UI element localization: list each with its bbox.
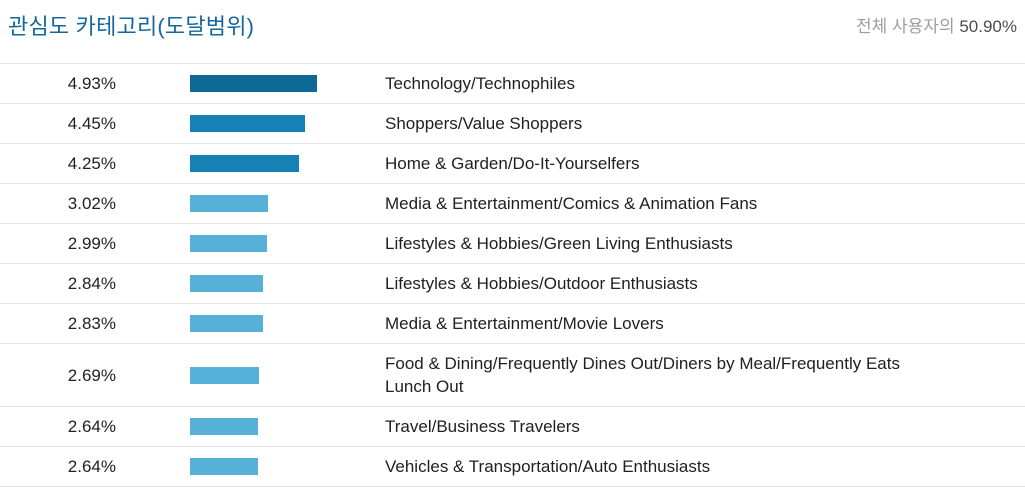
bar-track xyxy=(190,458,317,475)
bar-track xyxy=(190,115,317,132)
row-label: Food & Dining/Frequently Dines Out/Diner… xyxy=(385,354,900,396)
row-percent: 4.45% xyxy=(67,114,116,133)
table-row: 2.69% Food & Dining/Frequently Dines Out… xyxy=(0,344,1025,407)
table-row: 4.45% Shoppers/Value Shoppers xyxy=(0,104,1025,144)
row-percent: 4.93% xyxy=(67,74,116,93)
bar-track xyxy=(190,275,317,292)
bar xyxy=(190,418,258,435)
table-row: 4.25% Home & Garden/Do-It-Yourselfers xyxy=(0,144,1025,184)
row-percent: 4.25% xyxy=(67,154,116,173)
row-percent: 2.64% xyxy=(67,417,116,436)
report-header: 관심도 카테고리(도달범위) 전체 사용자의 50.90% xyxy=(0,0,1025,42)
row-label: Lifestyles & Hobbies/Outdoor Enthusiasts xyxy=(385,274,698,293)
row-label: Travel/Business Travelers xyxy=(385,417,580,436)
table-row: 3.02% Media & Entertainment/Comics & Ani… xyxy=(0,184,1025,224)
bar xyxy=(190,115,305,132)
table-row: 2.83% Media & Entertainment/Movie Lovers xyxy=(0,304,1025,344)
row-label: Media & Entertainment/Movie Lovers xyxy=(385,314,664,333)
reach-value: 50.90% xyxy=(959,17,1017,36)
bar xyxy=(190,275,264,292)
row-percent: 2.69% xyxy=(67,365,116,385)
row-label: Shoppers/Value Shoppers xyxy=(385,114,583,133)
bar xyxy=(190,195,268,212)
bar xyxy=(190,155,300,172)
bar-chart: 4.93% Technology/Technophiles 4.45% Shop… xyxy=(0,63,1025,487)
row-percent: 3.02% xyxy=(67,194,116,213)
row-label: Media & Entertainment/Comics & Animation… xyxy=(385,194,758,213)
table-row: 2.64% Vehicles & Transportation/Auto Ent… xyxy=(0,447,1025,487)
bar-track xyxy=(190,235,317,252)
table-row: 2.64% Travel/Business Travelers xyxy=(0,407,1025,447)
bar-track xyxy=(190,315,317,332)
table-row: 4.93% Technology/Technophiles xyxy=(0,64,1025,104)
bar-track xyxy=(190,195,317,212)
bar-track xyxy=(190,366,317,384)
bar xyxy=(190,75,317,92)
bar xyxy=(190,315,263,332)
row-percent: 2.84% xyxy=(67,274,116,293)
row-label: Home & Garden/Do-It-Yourselfers xyxy=(385,154,640,173)
bar-track xyxy=(190,155,317,172)
bar-track xyxy=(190,418,317,435)
page-title: 관심도 카테고리(도달범위) xyxy=(8,14,255,39)
row-percent: 2.83% xyxy=(67,314,116,333)
bar-track xyxy=(190,75,317,92)
row-percent: 2.99% xyxy=(67,234,116,253)
table-row: 2.84% Lifestyles & Hobbies/Outdoor Enthu… xyxy=(0,264,1025,304)
table-row: 2.99% Lifestyles & Hobbies/Green Living … xyxy=(0,224,1025,264)
row-label: Technology/Technophiles xyxy=(385,74,575,93)
bar xyxy=(190,366,260,384)
reach-label: 전체 사용자의 xyxy=(856,17,955,36)
row-label: Vehicles & Transportation/Auto Enthusias… xyxy=(385,457,711,476)
bar xyxy=(190,235,268,252)
row-label: Lifestyles & Hobbies/Green Living Enthus… xyxy=(385,234,733,253)
bar xyxy=(190,458,258,475)
row-percent: 2.64% xyxy=(67,457,116,476)
reach-summary: 전체 사용자의 50.90% xyxy=(856,12,1017,42)
